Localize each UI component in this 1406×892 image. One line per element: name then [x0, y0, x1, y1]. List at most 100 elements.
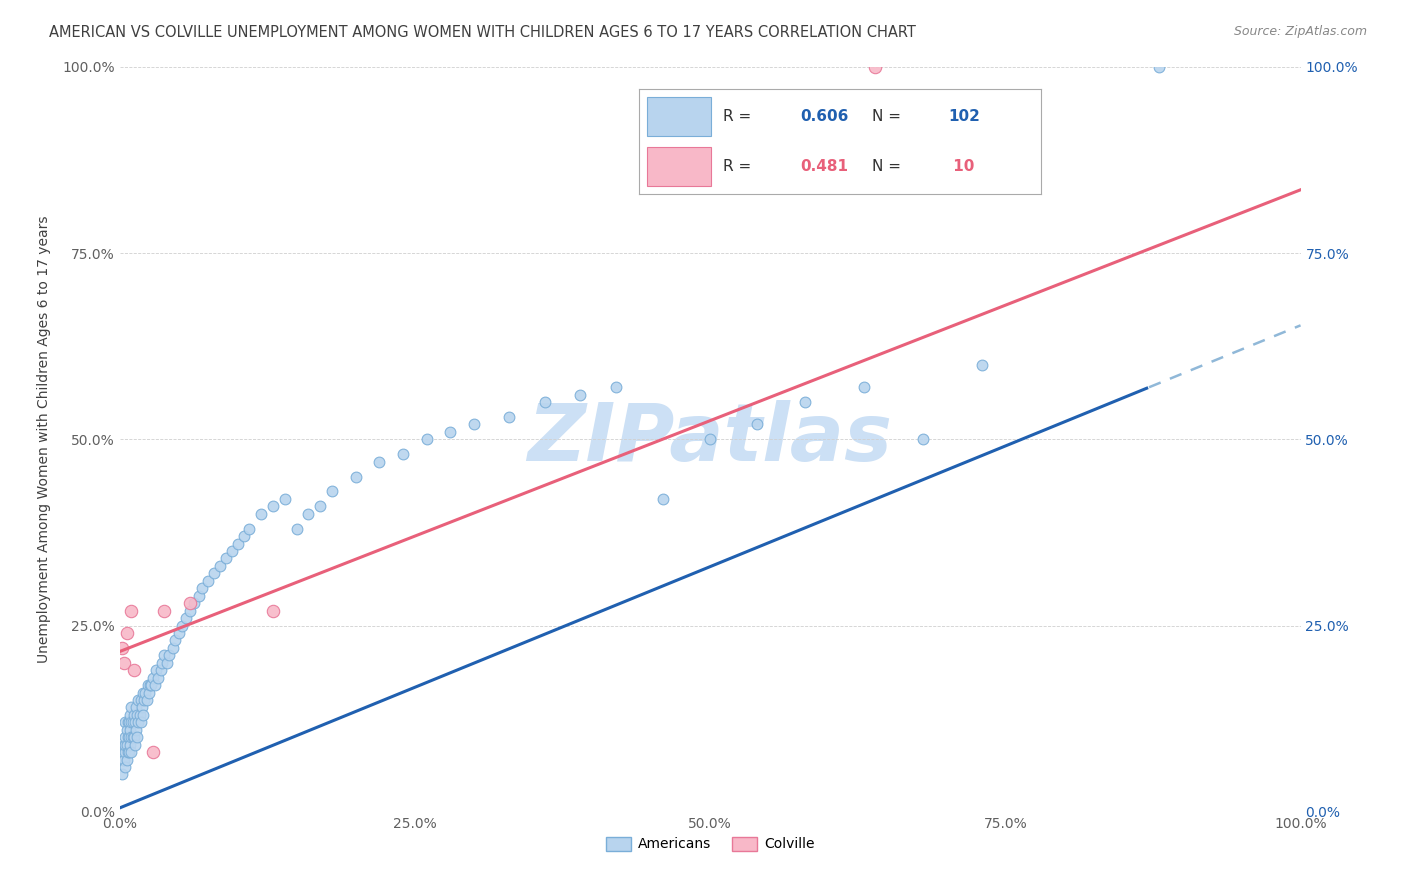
Point [285, 522, 308, 536]
Point [179, 596, 201, 610]
Point [124, 738, 146, 752]
Point [129, 715, 152, 730]
Point [852, 380, 875, 394]
Point [250, 507, 273, 521]
Point [121, 730, 143, 744]
Point [142, 745, 165, 759]
Point [115, 723, 138, 737]
Point [120, 723, 142, 737]
Point [134, 693, 156, 707]
Point [134, 685, 156, 699]
Point [132, 707, 155, 722]
Point [148, 671, 170, 685]
Point [114, 738, 136, 752]
Point [112, 745, 135, 759]
Point [793, 395, 815, 409]
Point [215, 551, 238, 566]
Point [115, 753, 138, 767]
Point [127, 693, 149, 707]
Point [262, 604, 284, 618]
Point [120, 745, 142, 759]
Point [344, 469, 367, 483]
Point [238, 522, 260, 536]
Point [112, 738, 135, 752]
Point [120, 700, 142, 714]
Point [115, 738, 138, 752]
Point [747, 417, 769, 432]
Point [183, 596, 205, 610]
Point [120, 730, 142, 744]
Point [197, 574, 219, 588]
Point [162, 640, 184, 655]
Point [498, 409, 520, 424]
Legend: Americans, Colville: Americans, Colville [600, 831, 820, 857]
Point [120, 604, 142, 618]
Point [150, 656, 173, 670]
Point [120, 715, 142, 730]
Point [142, 671, 165, 685]
Point [131, 700, 153, 714]
Point [112, 753, 135, 767]
Point [118, 730, 141, 744]
Point [143, 678, 166, 692]
Point [208, 558, 231, 573]
Point [121, 715, 143, 730]
Point [112, 656, 135, 670]
Point [392, 447, 415, 461]
Point [120, 707, 142, 722]
Point [321, 484, 343, 499]
Point [191, 582, 214, 596]
Point [970, 358, 993, 372]
Point [139, 678, 162, 692]
Point [179, 604, 201, 618]
Point [533, 395, 555, 409]
Point [122, 663, 145, 677]
Point [111, 767, 134, 781]
Point [172, 618, 194, 632]
Point [141, 678, 163, 692]
Point [125, 700, 148, 714]
Point [911, 433, 934, 447]
Point [167, 626, 190, 640]
Point [127, 730, 149, 744]
Text: ZIPatlas: ZIPatlas [527, 401, 893, 478]
Point [118, 715, 141, 730]
Point [1147, 60, 1170, 74]
Point [117, 715, 139, 730]
Point [157, 648, 180, 663]
Point [153, 604, 176, 618]
Point [128, 707, 150, 722]
Point [129, 693, 152, 707]
Point [699, 433, 721, 447]
Point [153, 648, 176, 663]
Point [463, 417, 485, 432]
Point [187, 589, 209, 603]
Point [115, 626, 138, 640]
Point [136, 678, 159, 692]
Point [135, 693, 157, 707]
Text: Source: ZipAtlas.com: Source: ZipAtlas.com [1233, 25, 1367, 38]
Point [117, 745, 139, 759]
Text: AMERICAN VS COLVILLE UNEMPLOYMENT AMONG WOMEN WITH CHILDREN AGES 6 TO 17 YEARS C: AMERICAN VS COLVILLE UNEMPLOYMENT AMONG … [49, 25, 917, 40]
Point [111, 640, 134, 655]
Point [368, 455, 391, 469]
Point [865, 60, 887, 74]
Point [274, 491, 297, 506]
Point [118, 745, 141, 759]
Point [297, 507, 319, 521]
Point [149, 663, 172, 677]
Point [114, 715, 136, 730]
Point [112, 753, 135, 767]
Y-axis label: Unemployment Among Women with Children Ages 6 to 17 years: Unemployment Among Women with Children A… [37, 216, 51, 663]
Point [145, 663, 167, 677]
Point [122, 707, 145, 722]
Point [232, 529, 254, 543]
Point [114, 730, 136, 744]
Point [221, 544, 243, 558]
Point [127, 707, 149, 722]
Point [569, 387, 592, 401]
Point [124, 715, 146, 730]
Point [114, 760, 136, 774]
Point [174, 611, 197, 625]
Point [125, 723, 148, 737]
